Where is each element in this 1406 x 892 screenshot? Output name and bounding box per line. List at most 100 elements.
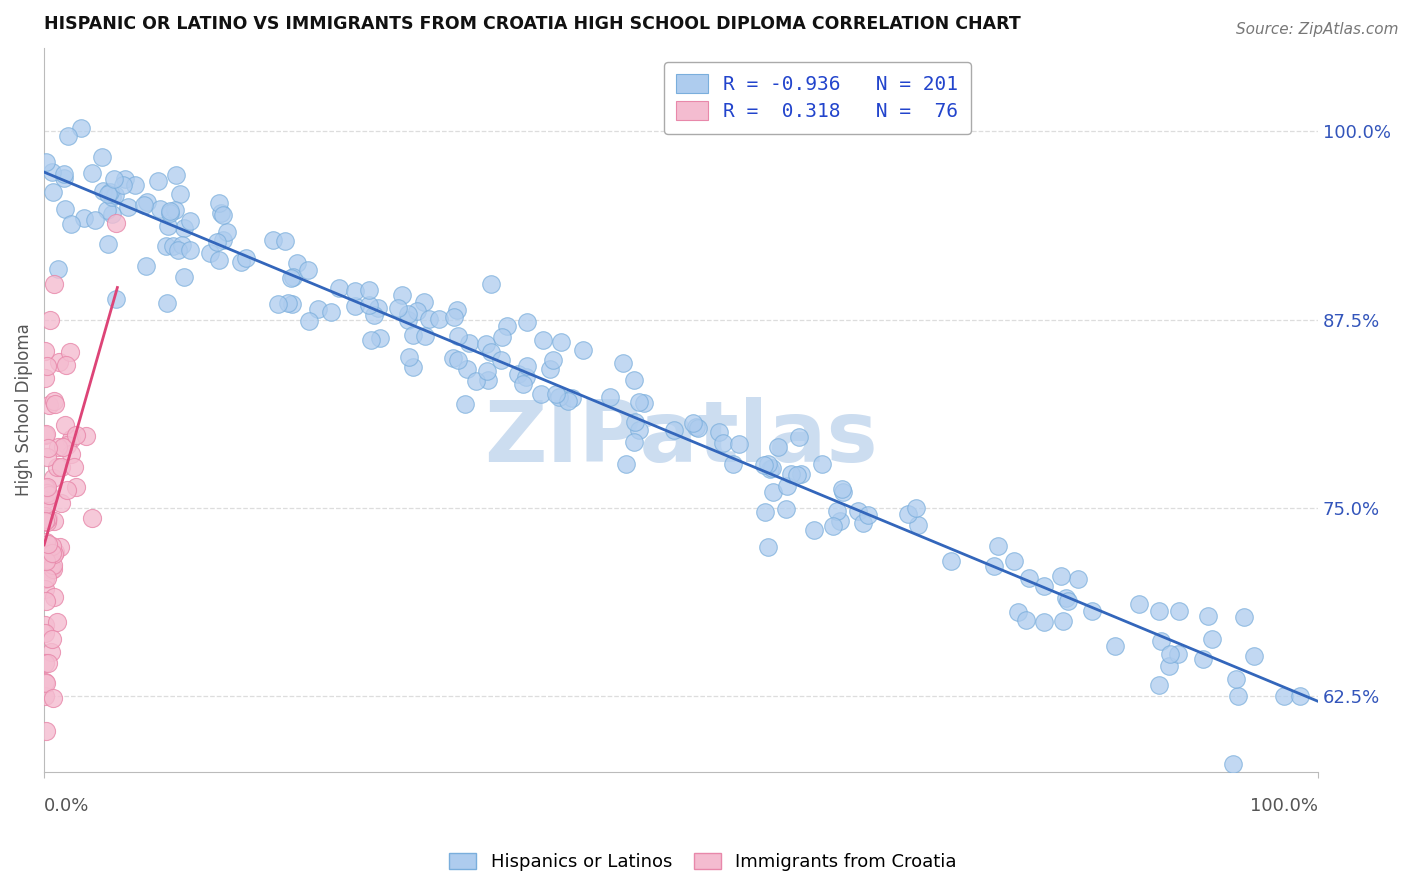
Point (686, 421, 709, 435)
Point (1049, 569, 1071, 583)
Point (135, 195, 157, 210)
Point (46, 440, 69, 454)
Point (427, 312, 450, 326)
Point (1032, 615, 1054, 629)
Point (34, 675, 56, 690)
Point (45, 460, 67, 475)
Point (41, 560, 63, 574)
Point (413, 295, 436, 310)
Point (55, 358, 77, 372)
Point (756, 457, 779, 471)
Point (1159, 647, 1181, 661)
Point (38, 488, 60, 502)
Point (39, 645, 62, 659)
Point (49, 540, 72, 554)
Point (90, 150, 112, 164)
Point (561, 391, 583, 405)
Point (56, 128, 79, 143)
Point (97, 236, 120, 251)
Point (34, 656, 56, 670)
Point (104, 292, 127, 306)
Point (37, 359, 59, 373)
Point (215, 225, 238, 239)
Point (41, 539, 63, 553)
Point (124, 178, 146, 193)
Point (831, 482, 853, 496)
Point (42, 558, 65, 572)
Point (53, 202, 76, 216)
Point (280, 297, 302, 311)
Point (508, 368, 530, 382)
Point (155, 239, 177, 253)
Point (512, 377, 534, 392)
Point (149, 202, 172, 216)
Point (454, 396, 477, 410)
Point (343, 299, 366, 313)
Point (37, 511, 59, 525)
Point (82, 511, 104, 525)
Point (80, 166, 103, 180)
Point (98, 185, 121, 199)
Point (169, 186, 191, 201)
Point (44, 545, 66, 559)
Point (481, 345, 503, 359)
Point (165, 168, 187, 182)
Point (811, 457, 834, 471)
Point (1067, 572, 1090, 586)
Point (1054, 591, 1077, 605)
Point (172, 238, 194, 252)
Point (1018, 571, 1040, 585)
Point (274, 234, 297, 248)
Point (443, 351, 465, 365)
Point (825, 504, 848, 518)
Point (633, 396, 655, 410)
Point (1272, 689, 1295, 703)
Point (368, 331, 391, 345)
Text: HISPANIC OR LATINO VS IMMIGRANTS FROM CROATIA HIGH SCHOOL DIPLOMA CORRELATION CH: HISPANIC OR LATINO VS IMMIGRANTS FROM CR… (44, 15, 1021, 33)
Point (37, 510, 59, 524)
Point (477, 373, 499, 387)
Point (91, 185, 114, 199)
Point (41, 545, 63, 559)
Point (1288, 689, 1310, 703)
Point (56, 438, 79, 452)
Point (897, 508, 920, 522)
Point (156, 295, 179, 310)
Point (41, 632, 63, 647)
Point (1222, 756, 1244, 771)
Point (114, 171, 136, 186)
Point (162, 239, 184, 253)
Point (544, 387, 567, 401)
Point (360, 333, 382, 347)
Point (179, 243, 201, 257)
Point (479, 277, 502, 291)
Point (856, 508, 879, 522)
Point (907, 518, 929, 533)
Point (790, 467, 813, 481)
Point (516, 359, 538, 373)
Point (96, 202, 118, 217)
Point (786, 467, 808, 482)
Point (458, 336, 481, 351)
Point (396, 308, 419, 322)
Point (538, 361, 561, 376)
Point (35, 676, 58, 690)
Point (38, 398, 60, 412)
Point (1159, 659, 1181, 673)
Point (547, 391, 569, 405)
Point (775, 502, 797, 516)
Point (832, 484, 855, 499)
Point (939, 554, 962, 568)
Point (766, 440, 789, 454)
Point (357, 283, 380, 297)
Point (37, 441, 59, 455)
Point (60, 447, 83, 461)
Point (205, 235, 228, 250)
Point (754, 505, 776, 519)
Y-axis label: High School Diploma: High School Diploma (15, 324, 32, 496)
Point (776, 479, 799, 493)
Text: Source: ZipAtlas.com: Source: ZipAtlas.com (1236, 22, 1399, 37)
Point (396, 313, 419, 327)
Point (496, 318, 519, 333)
Point (97, 186, 120, 201)
